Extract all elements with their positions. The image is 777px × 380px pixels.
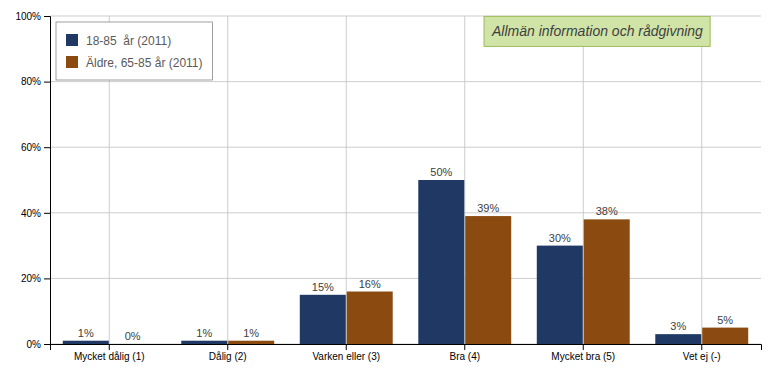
data-label: 16% [359,278,381,290]
grid [50,16,761,344]
bar [655,334,701,344]
tick-mark [109,344,110,350]
tick: 100% [15,11,50,22]
data-label: 38% [596,205,618,217]
grid-line [583,16,584,344]
data-label: 15% [312,281,334,293]
grid-line [227,16,228,344]
axis-line [44,17,51,345]
legend-label: Äldre, 65-85 år (2011) [86,56,203,70]
data-label: 1% [78,327,94,339]
legend-label: 18-85 år (2011) [86,34,171,48]
annotation-box [484,16,710,46]
tick-label: 0% [27,339,42,350]
data-label: 5% [717,314,733,326]
tick-mark [464,344,465,350]
bar [63,341,109,344]
data-label: 1% [243,327,259,339]
chart: 1% 1% 15% 50% 30% 3% 0% 1% 16% 39% 38% 5% 0% 20% 40% 60… [0,0,777,380]
tick-label: Mycket bra (5) [551,351,615,362]
grid-line [50,278,761,279]
bar [347,292,393,344]
tick: 20% [21,273,50,284]
grid-line [50,212,761,213]
tick-label: Varken eller (3) [312,351,380,362]
tick-label: Mycket dålig (1) [74,351,145,362]
annotation-text: Allmän information och rådgivning [491,23,703,39]
data-label: 50% [430,166,452,178]
grid-line [50,147,761,148]
tick: Vet ej (-) [683,344,721,362]
bar [702,328,748,344]
tick-label: Dålig (2) [209,351,247,362]
tick: Varken eller (3) [312,344,380,362]
bar [300,295,346,344]
legend-item: Äldre, 65-85 år (2011) [66,56,203,70]
tick: 80% [21,76,50,87]
legend-item: 18-85 år (2011) [66,34,171,48]
legend-swatch [66,56,78,68]
tick: Mycket dålig (1) [74,344,145,362]
tick-mark [44,16,50,17]
grid-line [50,81,761,82]
tick-mark [583,344,584,350]
data-label: 3% [670,320,686,332]
bar [465,216,511,344]
tick-label: 100% [15,11,41,22]
bar [584,219,630,344]
tick-label: Bra (4) [449,351,480,362]
bar [181,341,227,344]
data-label: 0% [125,330,141,342]
grid-line [346,16,347,344]
y-axis: 0% 20% 40% 60% 80% 100% [15,11,50,350]
x-axis: Mycket dålig (1) Dålig (2) Varken eller (3… [51,344,762,362]
grid-line [464,16,465,344]
bar [228,341,274,344]
tick-mark [227,344,228,350]
tick-mark [44,278,50,279]
legend-frame [56,22,213,80]
tick-label: Vet ej (-) [683,351,721,362]
axis-line [51,345,762,351]
tick: 60% [21,142,50,153]
tick: 0% [27,339,50,350]
tick: Dålig (2) [209,344,247,362]
tick-mark [44,344,50,345]
grid-line [701,16,702,344]
data-labels: 1% 1% 15% 50% 30% 3% 0% 1% 16% 39% 38% 5% [78,166,734,342]
tick-mark [44,82,50,83]
tick-mark [44,213,50,214]
data-label: 30% [549,232,571,244]
bar [537,246,583,344]
legend-swatch [66,34,78,46]
tick: Mycket bra (5) [551,344,615,362]
plot: 1% 1% 15% 50% 30% 3% 0% 1% 16% 39% 38% 5% 0% 20% 40% 60… [15,11,761,362]
bar [418,180,464,344]
tick-label: 80% [21,76,41,87]
bar [110,344,156,345]
tick: 40% [21,208,50,219]
tick-label: 20% [21,273,41,284]
tick-mark [701,344,702,350]
bars [63,180,748,344]
tick: Bra (4) [449,344,480,362]
data-label: 39% [477,202,499,214]
tick-mark [44,147,50,148]
tick-mark [346,344,347,350]
annotation: Allmän information och rådgivning [484,16,710,46]
legend: 18-85 år (2011) Äldre, 65-85 år (2011) [56,22,213,80]
data-label: 1% [196,327,212,339]
tick-label: 60% [21,142,41,153]
tick-label: 40% [21,208,41,219]
